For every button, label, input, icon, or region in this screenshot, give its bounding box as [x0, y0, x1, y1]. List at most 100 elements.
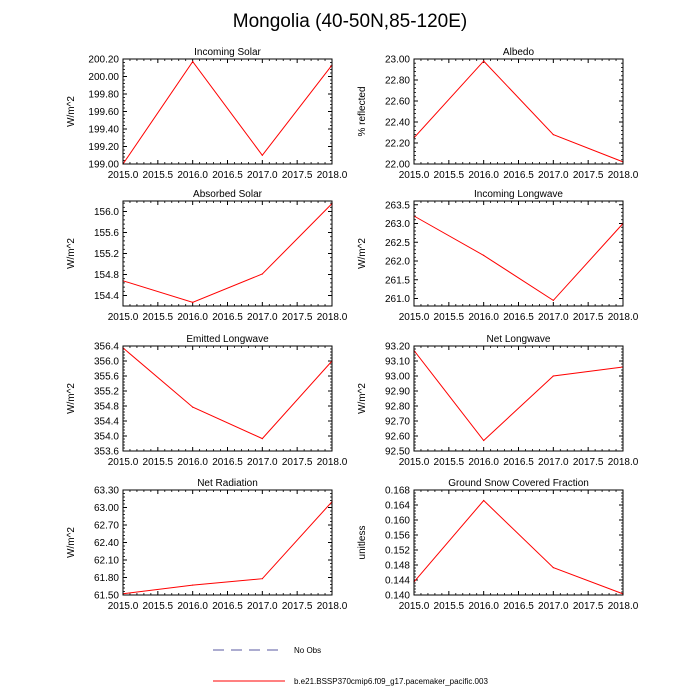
y-tick-label: 154.8: [94, 270, 119, 281]
x-tick-label: 2015.0: [108, 312, 139, 323]
y-tick-label: 155.6: [94, 228, 119, 239]
y-axis-label: W/m^2: [66, 383, 77, 414]
x-tick-label: 2018.0: [608, 457, 639, 468]
x-tick-label: 2016.5: [503, 170, 534, 181]
y-tick-label: 199.60: [88, 107, 119, 118]
y-tick-label: 92.70: [385, 417, 410, 428]
x-tick-label: 2016.5: [503, 312, 534, 323]
plot-frame: [413, 489, 624, 596]
x-tick-label: 2015.5: [143, 601, 174, 612]
x-tick-label: 2016.5: [212, 601, 243, 612]
x-tick-label: 2016.0: [177, 312, 208, 323]
y-tick-label: 93.10: [385, 357, 410, 368]
x-tick-label: 2017.5: [282, 457, 313, 468]
y-tick-label: 62.10: [94, 556, 119, 567]
y-tick-label: 0.144: [385, 576, 410, 587]
x-tick-label: 2016.0: [468, 312, 499, 323]
x-tick-label: 2015.5: [143, 457, 174, 468]
chart-panel: Albedo % reflected 2015.0 2015.5 2016.0 2016.…: [357, 47, 639, 181]
y-tick-label: 199.20: [88, 142, 119, 153]
x-tick-label: 2018.0: [608, 170, 639, 181]
y-tick-label: 355.6: [94, 372, 119, 383]
y-tick-label: 22.20: [385, 139, 410, 150]
plot-frame: [122, 58, 333, 165]
x-tick-label: 2016.5: [503, 601, 534, 612]
x-tick-label: 2016.5: [212, 170, 243, 181]
y-tick-label: 262.5: [385, 238, 410, 249]
x-tick-label: 2015.5: [143, 170, 174, 181]
series-line: [413, 499, 624, 595]
x-tick-label: 2016.5: [503, 457, 534, 468]
x-tick-label: 2017.5: [573, 457, 604, 468]
y-tick-label: 23.00: [385, 55, 410, 66]
panel-title: Net Radiation: [197, 478, 258, 489]
y-tick-label: 0.168: [385, 486, 410, 497]
x-tick-label: 2017.0: [538, 170, 569, 181]
plot-frame: [122, 489, 333, 596]
plot-frame: [413, 58, 624, 165]
x-tick-label: 2017.0: [538, 601, 569, 612]
y-tick-label: 354.8: [94, 402, 119, 413]
x-tick-label: 2016.0: [177, 170, 208, 181]
data-point: [192, 584, 194, 586]
y-tick-label: 199.80: [88, 90, 119, 101]
y-tick-label: 92.80: [385, 402, 410, 413]
x-tick-label: 2015.5: [434, 601, 465, 612]
chart-panel: Net Radiation W/m^2 2015.0 2015.5 2016.0 2016…: [66, 478, 348, 612]
x-tick-label: 2016.0: [468, 170, 499, 181]
x-tick-label: 2015.0: [399, 601, 430, 612]
y-axis-label: W/m^2: [357, 238, 368, 269]
y-tick-label: 62.70: [94, 521, 119, 532]
x-tick-label: 2018.0: [317, 457, 348, 468]
data-point: [552, 134, 554, 136]
series-line: [413, 350, 624, 442]
y-tick-label: 62.40: [94, 538, 119, 549]
y-tick-label: 199.40: [88, 125, 119, 136]
x-tick-label: 2015.5: [143, 312, 174, 323]
series-line: [413, 215, 624, 302]
x-tick-label: 2017.0: [247, 601, 278, 612]
x-tick-label: 2015.5: [434, 170, 465, 181]
x-tick-label: 2017.5: [573, 601, 604, 612]
y-tick-label: 261.5: [385, 275, 410, 286]
data-point: [483, 499, 485, 502]
chart-panel: Emitted Longwave W/m^2 2015.0 2015.5 2016.0 2…: [66, 334, 348, 468]
plot-frame: [122, 200, 333, 307]
y-tick-label: 356.0: [94, 357, 119, 368]
plot-frame: [122, 345, 333, 452]
y-axis-label: W/m^2: [66, 96, 77, 127]
y-tick-label: 0.164: [385, 501, 410, 512]
x-tick-label: 2017.5: [282, 170, 313, 181]
x-tick-label: 2016.0: [177, 601, 208, 612]
panel-title: Albedo: [503, 47, 535, 58]
y-tick-label: 356.4: [94, 342, 119, 353]
y-tick-label: 263.5: [385, 200, 410, 211]
y-tick-label: 0.156: [385, 531, 410, 542]
y-axis-label: % reflected: [357, 86, 368, 136]
x-tick-label: 2016.0: [177, 457, 208, 468]
y-tick-label: 0.152: [385, 546, 410, 557]
panel-title: Emitted Longwave: [186, 334, 269, 345]
data-point: [261, 273, 263, 275]
y-tick-label: 199.00: [88, 160, 119, 171]
x-tick-label: 2015.5: [434, 312, 465, 323]
y-tick-label: 355.2: [94, 387, 119, 398]
y-axis-label: W/m^2: [357, 383, 368, 414]
series-line: [122, 60, 333, 165]
y-axis-label: unitless: [357, 526, 368, 560]
x-tick-label: 2017.0: [247, 457, 278, 468]
x-tick-label: 2017.5: [282, 312, 313, 323]
y-tick-label: 61.80: [94, 573, 119, 584]
chart-panel: Absorbed Solar W/m^2 2015.0 2015.5 2016.0 201…: [66, 189, 348, 323]
y-tick-label: 22.00: [385, 160, 410, 171]
data-point: [261, 438, 263, 440]
x-tick-label: 2015.0: [399, 312, 430, 323]
x-tick-label: 2018.0: [317, 312, 348, 323]
y-tick-label: 92.50: [385, 447, 410, 458]
x-tick-label: 2015.0: [108, 457, 139, 468]
legend: No Obs b.e21.BSSP370cmip6.f09_g17.pacema…: [213, 646, 488, 686]
plot-frame: [413, 345, 624, 452]
y-tick-label: 22.40: [385, 118, 410, 129]
x-tick-label: 2017.5: [282, 601, 313, 612]
